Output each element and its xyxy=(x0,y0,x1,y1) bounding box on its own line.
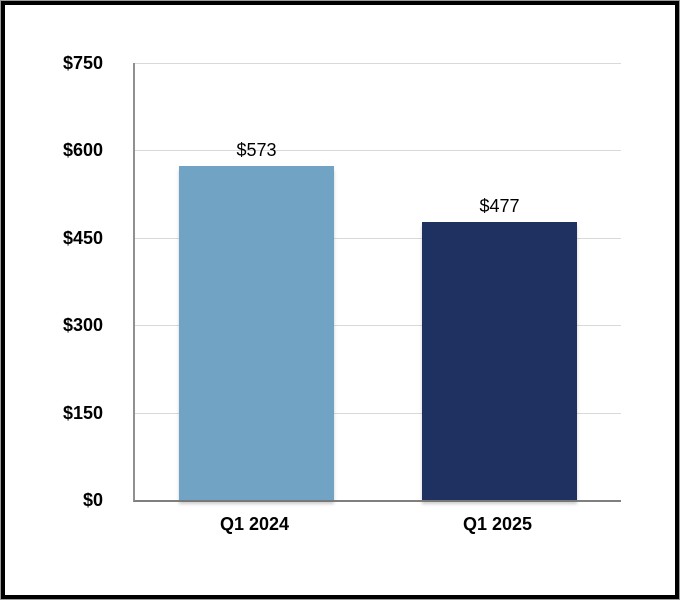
y-tick-label: $600 xyxy=(62,140,103,161)
y-tick-label: $0 xyxy=(82,490,103,510)
plot-area: $573 $477 xyxy=(133,63,621,502)
bar-value-label: $477 xyxy=(479,196,520,216)
gridline xyxy=(135,325,621,327)
y-tick-label: $450 xyxy=(62,227,103,248)
gridline xyxy=(135,412,621,414)
y-tick-label: $300 xyxy=(62,315,103,336)
y-tick-label: $150 xyxy=(62,402,103,423)
x-category-label: Q1 2025 xyxy=(462,514,533,534)
chart-canvas: $750 $600 $450 $300 $150 $0 $573 $477 Q1 2024 Q… xyxy=(5,5,675,595)
y-tick-label: $750 xyxy=(62,53,103,73)
bar-q1-2025 xyxy=(422,222,577,500)
gridline xyxy=(135,237,621,239)
x-category-label: Q1 2024 xyxy=(219,514,290,534)
bar-q1-2024 xyxy=(179,166,334,500)
gridline xyxy=(135,63,621,64)
bar-value-label: $573 xyxy=(236,140,277,160)
gridline xyxy=(135,150,621,152)
